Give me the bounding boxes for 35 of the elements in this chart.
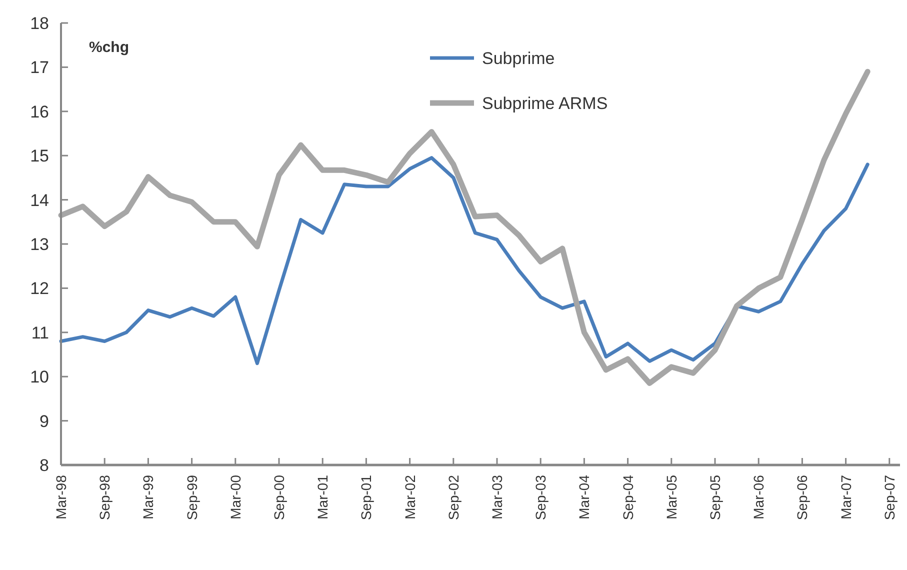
x-tick-label: Mar-07: [838, 474, 854, 520]
y-tick-label: 18: [30, 14, 49, 33]
x-tick-label: Mar-03: [489, 474, 505, 520]
y-tick-label: 16: [30, 102, 49, 122]
y-tick-label: 10: [30, 368, 49, 387]
legend-label: Subprime ARMS: [482, 94, 608, 113]
y-tick-label: 17: [30, 58, 49, 78]
x-tick-label: Mar-02: [402, 474, 418, 520]
y-tick-label: 14: [30, 190, 49, 210]
y-tick-label: 13: [30, 234, 49, 254]
x-tick-label: Sep-03: [532, 474, 549, 520]
x-tick-label: Sep-98: [96, 474, 113, 520]
x-tick-label: Mar-05: [663, 474, 680, 520]
x-tick-label: Mar-98: [53, 474, 69, 520]
y-tick-label: 15: [30, 146, 49, 166]
legend-label: Subprime: [482, 48, 555, 68]
x-tick-label: Sep-06: [794, 474, 810, 520]
x-tick-label: Sep-00: [271, 474, 287, 520]
x-tick-label: Mar-00: [227, 474, 244, 520]
y-tick-label: 11: [31, 323, 49, 342]
x-tick-label: Sep-99: [184, 474, 200, 520]
x-tick-label: Sep-07: [881, 474, 898, 520]
y-tick-label: 9: [40, 412, 49, 431]
y-axis-title: %chg: [89, 39, 130, 56]
line-series: [59, 156, 870, 366]
x-tick-label: Mar-99: [140, 474, 156, 520]
x-tick-label: Sep-01: [358, 474, 374, 520]
y-tick-label: 8: [40, 456, 49, 475]
x-tick-label: Mar-01: [314, 474, 331, 520]
x-tick-label: Sep-02: [445, 474, 462, 520]
x-tick-label: Mar-06: [750, 474, 767, 520]
x-tick-label: Sep-05: [707, 474, 723, 520]
x-tick-label: Mar-04: [576, 474, 592, 520]
x-tick-label: Sep-04: [620, 474, 636, 520]
y-tick-label: 12: [30, 279, 49, 298]
